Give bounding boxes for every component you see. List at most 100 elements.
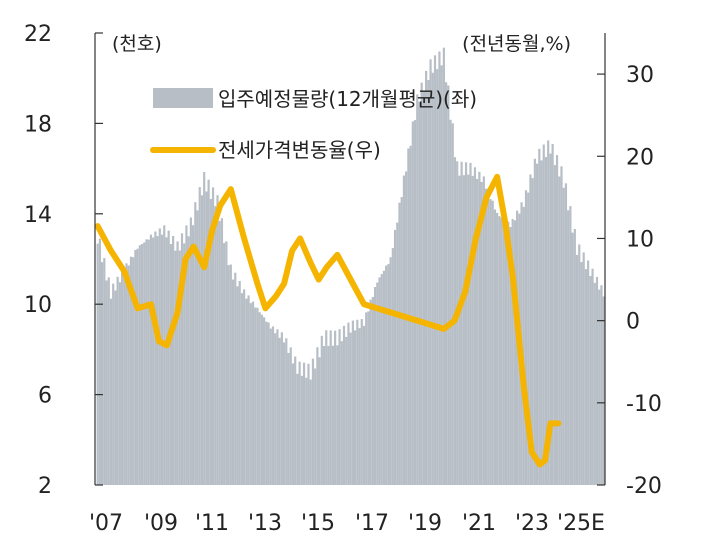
bar	[380, 274, 383, 485]
bar	[147, 239, 150, 485]
bar	[236, 286, 239, 485]
bar	[535, 163, 539, 486]
bar	[349, 332, 352, 485]
left-tick-label: 2	[38, 474, 52, 499]
bar	[547, 140, 550, 485]
bar	[218, 220, 221, 485]
bar	[362, 325, 366, 485]
bar	[491, 200, 494, 485]
bar	[471, 175, 474, 485]
bar	[502, 218, 505, 485]
bar	[316, 347, 319, 485]
x-tick-label: '13	[248, 511, 282, 536]
bar	[314, 368, 317, 485]
bar	[118, 282, 121, 485]
left-tick-label: 18	[24, 112, 52, 137]
bar	[176, 241, 179, 485]
bar	[405, 171, 408, 485]
bar	[200, 195, 204, 485]
bar	[325, 330, 328, 485]
bar	[496, 212, 499, 485]
bar	[378, 277, 381, 485]
bar	[340, 341, 343, 485]
bar	[198, 187, 201, 485]
bar	[183, 243, 186, 485]
bar	[220, 218, 224, 485]
bar	[247, 295, 250, 485]
bar	[265, 321, 268, 485]
bar	[371, 296, 374, 485]
bar	[231, 279, 235, 485]
bar	[567, 210, 570, 485]
bar	[396, 222, 399, 485]
bar	[185, 225, 188, 485]
bar	[411, 121, 414, 485]
bar	[555, 155, 559, 485]
bar	[438, 51, 441, 485]
bar	[382, 270, 386, 485]
bar	[509, 226, 512, 485]
bar	[120, 270, 124, 485]
bar	[351, 320, 354, 485]
bar	[473, 167, 477, 486]
bar	[458, 175, 461, 485]
bar	[487, 188, 490, 485]
bar	[342, 325, 346, 485]
bar	[101, 262, 104, 485]
bar	[413, 120, 417, 486]
bar	[302, 362, 306, 485]
bar	[280, 332, 283, 485]
bar	[251, 301, 255, 485]
bar	[136, 248, 139, 485]
bar	[522, 206, 525, 485]
bar	[140, 244, 144, 485]
bar	[529, 174, 532, 485]
bar	[196, 210, 199, 485]
bar	[587, 260, 590, 485]
bar	[365, 312, 368, 485]
bar	[214, 206, 217, 485]
x-tick-label: '15	[301, 511, 335, 536]
bar	[287, 352, 290, 485]
bar	[367, 311, 370, 485]
bar	[329, 330, 332, 485]
right-tick-label: -20	[626, 474, 662, 499]
bar	[591, 268, 594, 485]
bar	[385, 265, 388, 485]
bar	[134, 250, 137, 485]
left-tick-label: 10	[24, 293, 52, 318]
bar	[449, 119, 452, 485]
bar	[191, 225, 195, 485]
bar	[194, 202, 197, 485]
bar	[542, 144, 545, 485]
right-tick-label: 0	[626, 310, 640, 335]
x-tick-label: '07	[89, 511, 123, 536]
bar	[225, 241, 228, 485]
bar	[418, 101, 421, 485]
bar	[282, 342, 286, 485]
bar	[285, 338, 288, 485]
bar	[107, 277, 110, 485]
bar	[169, 244, 172, 485]
bar	[152, 237, 155, 485]
bar	[356, 319, 359, 485]
bar	[256, 307, 259, 485]
legend-line-label: 전세가격변동율(우)	[218, 138, 381, 162]
bar	[558, 176, 561, 485]
bar	[125, 263, 128, 485]
bar	[269, 328, 272, 485]
bar	[345, 336, 348, 485]
bar	[271, 326, 275, 485]
bar	[595, 276, 599, 485]
bar	[578, 244, 581, 485]
bar	[416, 94, 419, 485]
bar	[296, 373, 299, 485]
bar	[216, 195, 219, 485]
bar	[129, 256, 133, 485]
bar	[289, 347, 292, 485]
bar	[331, 345, 335, 485]
bar	[320, 335, 323, 485]
bar	[112, 283, 115, 485]
bar	[172, 235, 175, 485]
bar	[460, 161, 463, 485]
